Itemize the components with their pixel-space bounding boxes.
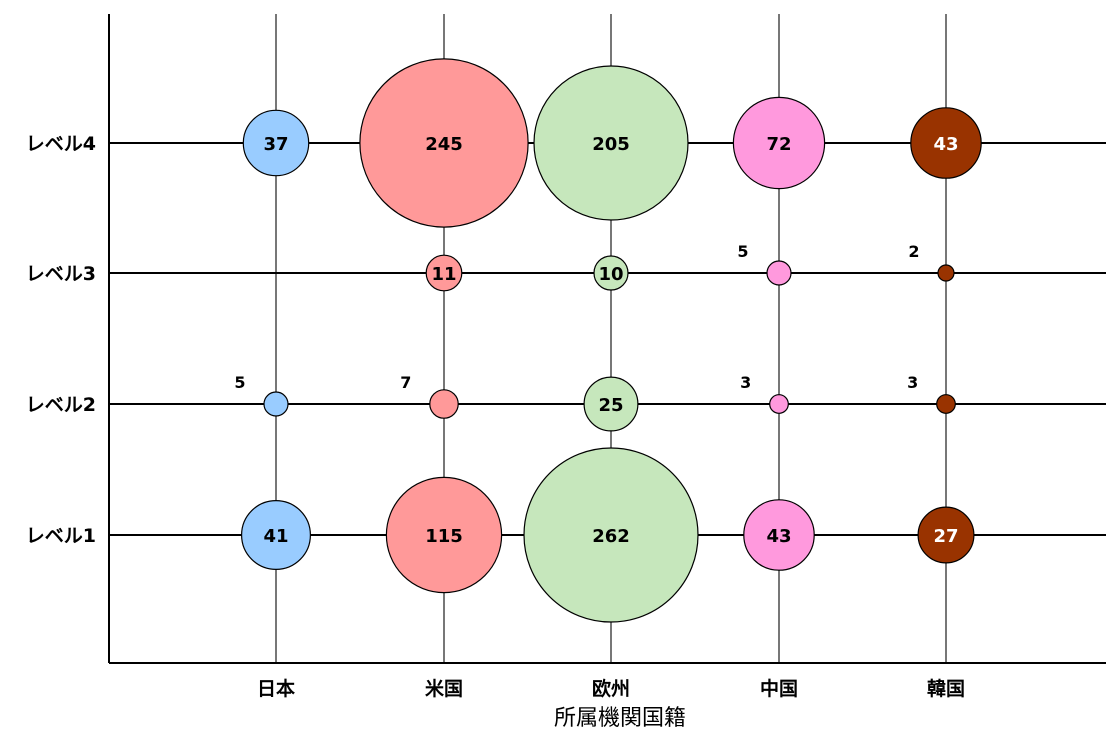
y-tick-label: レベル4 [26, 133, 96, 155]
bubble-value-label: 27 [933, 526, 958, 547]
bubble [910, 107, 982, 179]
bubble-value-label: 72 [766, 134, 791, 155]
bubble [743, 499, 815, 571]
x-axis-title: 所属機関国籍 [554, 706, 686, 731]
bubble-value-label: 3 [740, 373, 751, 392]
bubble [385, 476, 503, 594]
bubble [593, 255, 629, 291]
bubble [732, 96, 826, 190]
bubble [523, 447, 699, 623]
bubble-value-label: 3 [907, 373, 918, 392]
bubble-value-label: 5 [234, 373, 245, 392]
bubble-value-label: 10 [598, 264, 623, 285]
axes [108, 14, 1106, 664]
bubble [241, 500, 312, 571]
bubble-value-label: 41 [263, 526, 288, 547]
bubble [937, 264, 955, 282]
bubble [359, 58, 529, 228]
bubble [429, 389, 459, 419]
x-tick-label: 米国 [425, 677, 463, 700]
x-tick-label: 中国 [760, 677, 798, 700]
bubble-value-label: 245 [425, 134, 463, 155]
bubble-value-label: 5 [737, 242, 748, 261]
bubble [766, 260, 792, 286]
bubble [917, 506, 975, 564]
x-tick-label: 韓国 [927, 677, 965, 700]
y-tick-label: レベル3 [26, 263, 96, 285]
bubble [242, 109, 310, 177]
y-tick-label: レベル1 [26, 525, 96, 547]
bubble [583, 376, 639, 432]
bubble-value-label: 43 [933, 134, 958, 155]
bubble [425, 254, 463, 292]
bubble-value-label: 115 [425, 526, 463, 547]
bubble [263, 391, 289, 417]
bubble-value-label: 262 [592, 526, 630, 547]
x-tick-label: 日本 [257, 677, 295, 700]
bubble-value-label: 11 [431, 264, 456, 285]
tick-labels: 日本 米国 欧州 中国 韓国 レベル1 レベル2 レベル3 レベル4 41 5 37 115 7 11 245… [26, 133, 965, 700]
bubble [936, 394, 956, 414]
bubble-value-label: 43 [766, 526, 791, 547]
bubble-layer [241, 58, 982, 623]
bubble-value-label: 25 [598, 395, 623, 416]
bubble-value-label: 37 [263, 134, 288, 155]
bubble [769, 394, 789, 414]
bubble-value-label: 7 [400, 373, 411, 392]
bubble [533, 65, 689, 221]
y-tick-label: レベル2 [26, 394, 96, 416]
bubble-value-label: 205 [592, 134, 630, 155]
x-tick-label: 欧州 [592, 677, 630, 700]
bubble-value-label: 2 [908, 242, 919, 261]
